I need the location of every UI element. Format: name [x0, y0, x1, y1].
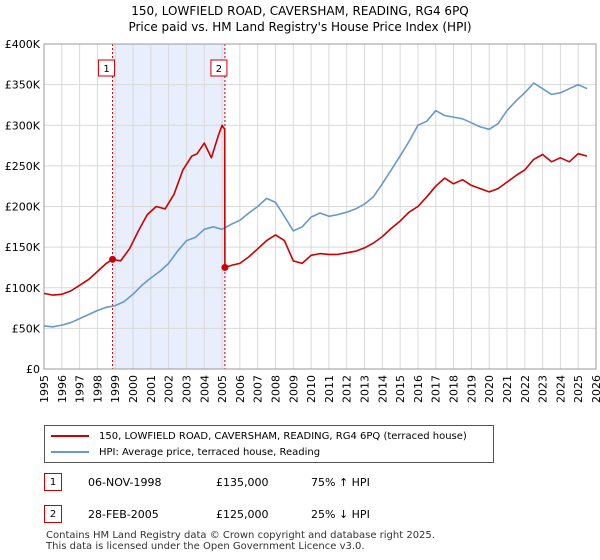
x-tick-label: 2011	[323, 375, 336, 403]
x-tick-label: 2015	[394, 375, 407, 403]
footer-copyright: Contains HM Land Registry data © Crown c…	[46, 530, 435, 541]
x-tick-label: 2018	[448, 375, 461, 403]
chart-title: 150, LOWFIELD ROAD, CAVERSHAM, READING, …	[131, 4, 469, 18]
transaction-date: 06-NOV-1998	[88, 475, 162, 489]
marker-label: 2	[216, 64, 222, 75]
footer: Contains HM Land Registry data © Crown c…	[46, 530, 435, 552]
x-tick-label: 2017	[430, 375, 443, 403]
y-tick-label: £100K	[5, 282, 41, 295]
marker-box	[98, 59, 116, 77]
x-tick-label: 2002	[163, 375, 176, 403]
transaction-hpi-diff: 25% ↓ HPI	[311, 507, 370, 521]
transaction-marker: 2	[44, 505, 62, 523]
x-tick-label: 2019	[465, 375, 478, 403]
transaction-hpi-diff: 75% ↑ HPI	[311, 475, 370, 489]
legend-label-hpi: HPI: Average price, terraced house, Read…	[99, 446, 321, 458]
x-tick-label: 2000	[127, 375, 140, 403]
x-tick-label: 2014	[376, 375, 389, 403]
x-tick-label: 2012	[341, 375, 354, 403]
x-tick-label: 2001	[145, 375, 158, 403]
series-line	[43, 82, 588, 328]
sale-point	[109, 255, 117, 263]
x-tick-label: 2023	[537, 375, 550, 403]
y-tick-label: £200K	[5, 201, 41, 214]
x-tick-label: 2003	[180, 375, 193, 403]
y-tick-label: £350K	[5, 79, 41, 92]
transaction-date: 28-FEB-2005	[88, 507, 159, 521]
series-line	[43, 124, 588, 296]
x-tick-label: 2008	[269, 375, 282, 403]
x-tick-label: 1995	[38, 375, 51, 403]
transaction-price: £125,000	[216, 507, 269, 521]
x-tick-label: 2013	[359, 375, 372, 403]
marker-label: 1	[103, 64, 109, 75]
transaction-marker: 1	[44, 473, 62, 491]
y-tick-label: £300K	[5, 119, 41, 132]
x-tick-label: 2021	[501, 375, 514, 403]
x-tick-label: 1996	[56, 375, 69, 403]
y-tick-label: £250K	[5, 160, 41, 173]
x-tick-label: 2006	[234, 375, 247, 403]
chart-subtitle: Price paid vs. HM Land Registry's House …	[128, 20, 472, 34]
footer-license: This data is licensed under the Open Gov…	[46, 541, 365, 552]
x-tick-label: 2020	[483, 375, 496, 403]
x-tick-label: 1997	[74, 375, 87, 403]
x-tick-label: 2004	[198, 375, 211, 403]
x-tick-label: 1998	[91, 375, 104, 403]
x-tick-label: 2026	[590, 375, 600, 403]
transaction-price: £135,000	[216, 475, 269, 489]
legend-item-hpi: HPI: Average price, terraced house, Read…	[51, 445, 320, 459]
legend-swatch-property	[51, 435, 89, 437]
legend-item-property: 150, LOWFIELD ROAD, CAVERSHAM, READING, …	[51, 429, 467, 443]
x-tick-label: 2007	[252, 375, 265, 403]
legend-label-property: 150, LOWFIELD ROAD, CAVERSHAM, READING, …	[99, 430, 467, 442]
y-tick-label: £150K	[5, 241, 41, 254]
x-tick-label: 2025	[572, 375, 585, 403]
x-tick-label: 2010	[305, 375, 318, 403]
x-tick-label: 2009	[287, 375, 300, 403]
sale-point	[221, 263, 229, 271]
x-tick-label: 1999	[109, 375, 122, 403]
price-chart: £0 £50K £100K £150K £200K £250K £300K £350K £400…	[5, 38, 600, 403]
x-tick-label: 2022	[519, 375, 532, 403]
plot-frame	[43, 43, 597, 370]
y-tick-label: £50K	[12, 322, 41, 335]
y-tick-label: £0	[26, 363, 40, 376]
x-tick-label: 2005	[216, 375, 229, 403]
x-tick-label: 2016	[412, 375, 425, 403]
marker-box	[210, 59, 228, 77]
legend: 150, LOWFIELD ROAD, CAVERSHAM, READING, …	[44, 425, 494, 463]
x-tick-label: 2024	[554, 375, 567, 403]
y-tick-label: £400K	[5, 38, 41, 51]
legend-swatch-hpi	[51, 451, 89, 453]
